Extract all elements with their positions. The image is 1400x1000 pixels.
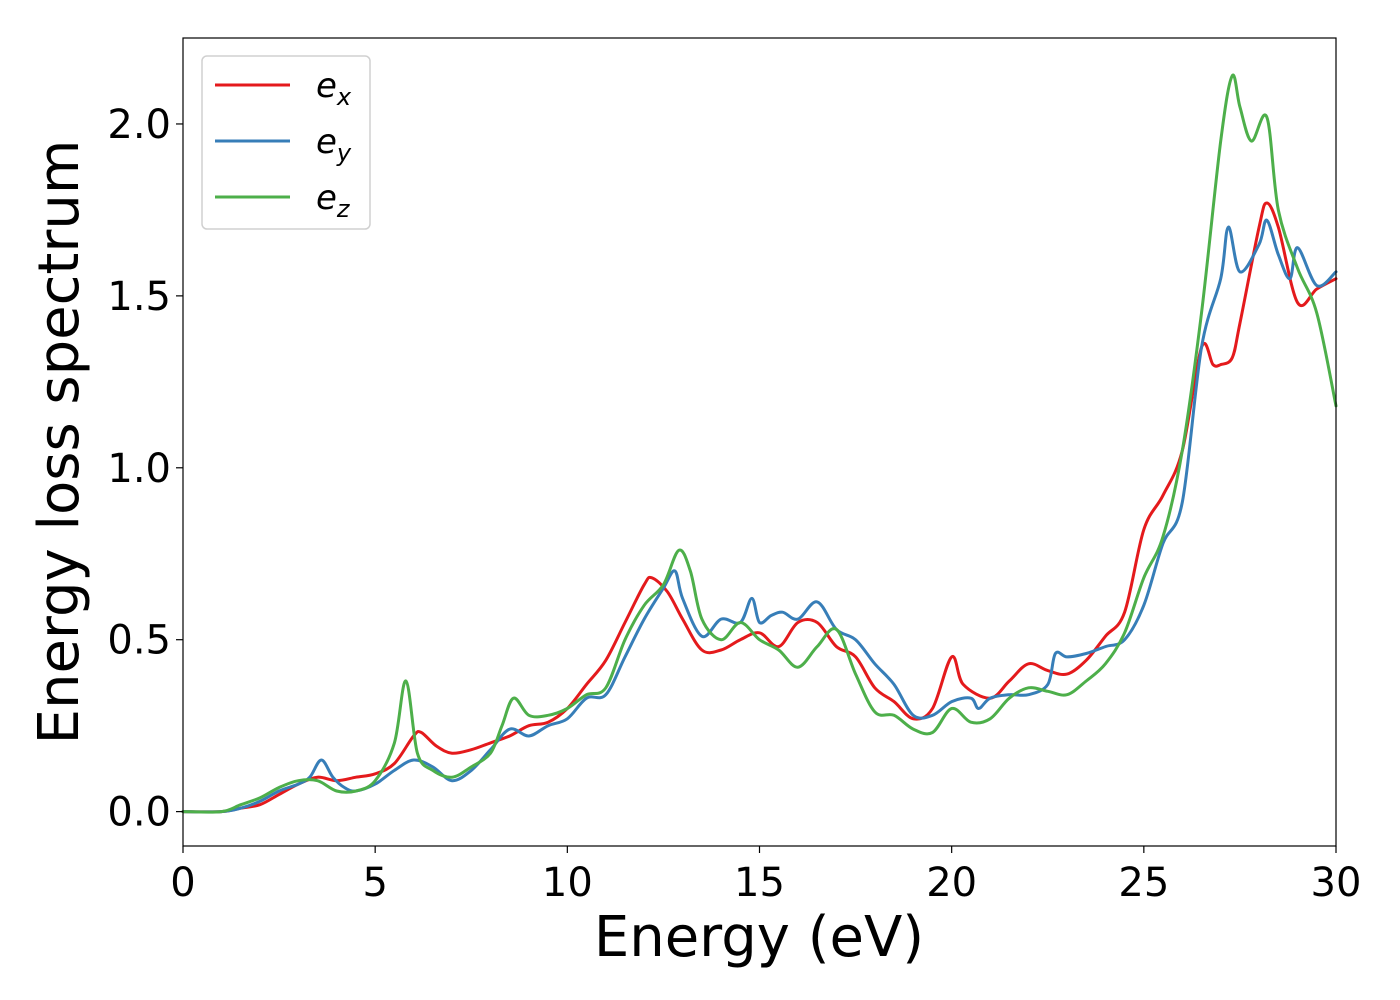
y-axis-title: Energy loss spectrum <box>27 140 92 745</box>
legend-label-subscript: z <box>336 195 351 223</box>
y-tick-label: 0.0 <box>107 790 171 836</box>
x-tick-label: 20 <box>926 860 977 906</box>
x-tick-label: 15 <box>734 860 785 906</box>
x-axis-ticks: 0 5 10 15 20 25 30 <box>170 846 1361 906</box>
plot-area <box>183 38 1336 846</box>
legend-label-main: e <box>316 178 337 218</box>
series-line-ez <box>181 73 1338 814</box>
series-line-ey <box>181 218 1338 814</box>
x-tick-label: 30 <box>1311 860 1362 906</box>
legend-label-ey: ey <box>316 122 352 167</box>
legend-label-main: e <box>316 122 337 162</box>
y-tick-label: 1.0 <box>107 446 171 492</box>
series-line-ex <box>181 201 1338 814</box>
y-tick-label: 2.0 <box>107 102 171 148</box>
y-tick-label: 0.5 <box>107 618 171 664</box>
y-tick-label: 1.5 <box>107 274 171 320</box>
legend-label-main: e <box>316 66 337 106</box>
legend-label-subscript: x <box>336 83 352 111</box>
x-tick-label: 5 <box>362 860 387 906</box>
legend-label-ez: ez <box>316 178 351 223</box>
x-tick-label: 0 <box>170 860 195 906</box>
x-axis-title: Energy (eV) <box>594 905 924 970</box>
x-tick-label: 10 <box>542 860 593 906</box>
y-axis-ticks: 0.0 0.5 1.0 1.5 2.0 <box>107 102 183 836</box>
legend-label-subscript: y <box>336 139 352 167</box>
legend-label-ex: ex <box>316 66 352 111</box>
x-tick-label: 25 <box>1118 860 1169 906</box>
series-lines <box>181 73 1338 814</box>
